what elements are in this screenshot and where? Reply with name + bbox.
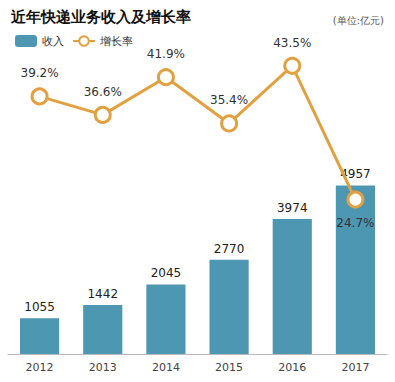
- svg-text:1055: 1055: [24, 300, 55, 314]
- svg-text:2012: 2012: [26, 361, 54, 374]
- svg-text:2017: 2017: [341, 361, 369, 374]
- svg-text:2016: 2016: [278, 361, 306, 374]
- svg-text:2770: 2770: [214, 242, 245, 256]
- svg-text:1442: 1442: [87, 287, 118, 301]
- svg-text:(单位:亿元): (单位:亿元): [333, 15, 384, 26]
- svg-text:24.7%: 24.7%: [336, 216, 374, 230]
- svg-text:4957: 4957: [340, 167, 371, 182]
- svg-text:41.9%: 41.9%: [147, 47, 185, 61]
- svg-text:36.6%: 36.6%: [84, 85, 122, 99]
- svg-text:2015: 2015: [215, 361, 243, 374]
- svg-text:增长率: 增长率: [99, 35, 133, 48]
- svg-text:43.5%: 43.5%: [273, 36, 311, 50]
- svg-text:收入: 收入: [42, 35, 64, 48]
- svg-text:39.2%: 39.2%: [21, 66, 59, 80]
- svg-text:2014: 2014: [152, 361, 180, 374]
- svg-text:2013: 2013: [89, 361, 117, 374]
- svg-text:2045: 2045: [151, 266, 182, 280]
- svg-text:近年快递业务收入及增长率: 近年快递业务收入及增长率: [10, 8, 191, 26]
- svg-text:3974: 3974: [277, 201, 308, 215]
- svg-text:35.4%: 35.4%: [210, 93, 248, 107]
